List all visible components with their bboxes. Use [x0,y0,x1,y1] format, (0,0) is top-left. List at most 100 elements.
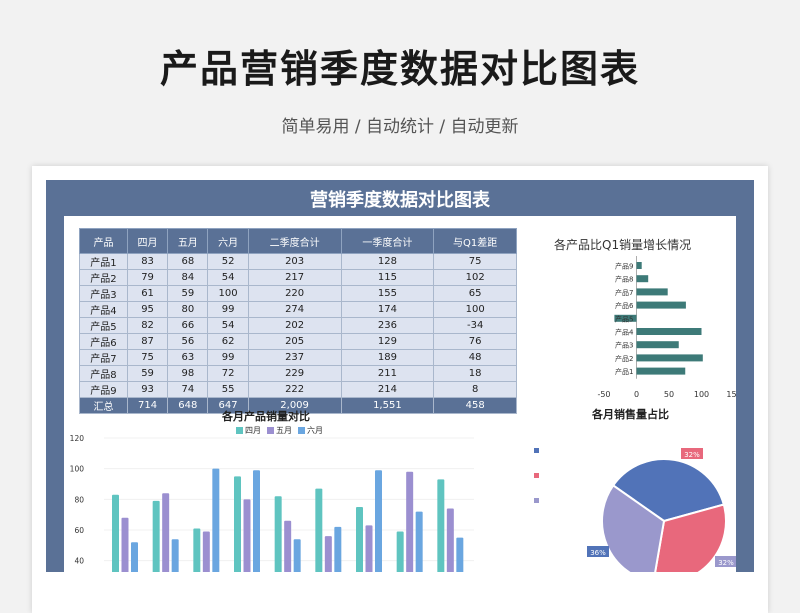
table-cell[interactable]: 59 [167,285,209,302]
table-cell[interactable]: 产品2 [79,269,128,286]
table-cell[interactable]: 56 [167,333,209,350]
growth-category-label: 产品8 [615,275,633,284]
growth-bar [636,262,642,269]
table-cell[interactable]: 115 [340,269,435,286]
total-cell[interactable]: 1,551 [340,397,435,414]
table-cell[interactable]: 68 [167,253,209,270]
table-cell[interactable]: 75 [433,253,517,270]
month-bar [112,494,119,572]
total-cell[interactable]: 714 [126,397,169,414]
legend-item: 六月 [298,425,323,436]
table-cell[interactable]: 274 [247,301,342,318]
month-bar [356,507,363,572]
table-cell[interactable]: 79 [126,269,169,286]
table-cell[interactable]: 产品6 [79,333,128,350]
table-cell[interactable]: 59 [126,365,169,382]
table-cell[interactable]: 189 [340,349,435,366]
table-cell[interactable]: 产品5 [79,317,128,334]
table-cell[interactable]: 83 [126,253,169,270]
table-cell[interactable]: 237 [247,349,342,366]
month-bar [202,531,210,572]
total-cell[interactable]: 2,009 [247,397,342,414]
table-cell[interactable]: 18 [433,365,517,382]
pie-slice-label: 32% [718,559,734,567]
month-bar [396,531,404,572]
month-bar [212,468,220,572]
month-bar [375,470,382,572]
table-cell[interactable]: 产品4 [79,301,128,318]
table-cell[interactable]: 214 [340,381,435,398]
table-cell[interactable]: 220 [247,285,342,302]
table-cell[interactable]: 202 [247,317,342,334]
table-row: 产品8 59 98 72 229 211 18 [79,365,517,382]
growth-bar [636,341,679,349]
pie-label-box [587,546,609,557]
table-cell[interactable]: 229 [247,365,342,382]
month-bar [437,479,445,572]
table-cell[interactable]: 52 [207,253,249,270]
table-cell[interactable]: 产品8 [79,365,128,382]
table-cell[interactable]: 100 [207,285,249,302]
table-cell[interactable]: 产品7 [79,349,128,366]
total-cell[interactable]: 647 [207,397,249,414]
table-cell[interactable]: 54 [207,269,249,286]
y-tick-label: 100 [70,465,85,474]
y-tick-label: 120 [70,434,85,443]
table-cell[interactable]: 76 [433,333,517,350]
table-cell[interactable]: 128 [340,253,435,270]
total-cell[interactable]: 458 [433,397,517,414]
table-cell[interactable]: 129 [340,333,435,350]
table-cell[interactable]: 80 [167,301,209,318]
table-cell[interactable]: 84 [167,269,209,286]
growth-category-label: 产品3 [615,341,633,350]
total-cell[interactable]: 汇总 [79,397,128,414]
legend-label: 六月 [307,426,323,435]
table-cell[interactable]: 95 [126,301,169,318]
table-cell[interactable]: 62 [207,333,249,350]
table-cell[interactable]: 82 [126,317,169,334]
total-cell[interactable]: 648 [167,397,209,414]
table-row: 产品3 61 59 100 220 155 65 [79,285,517,302]
month-bar [406,471,414,572]
table-cell[interactable]: 217 [247,269,342,286]
growth-category-label: 产品1 [615,367,633,376]
table-cell[interactable]: 54 [207,317,249,334]
growth-bar [636,367,686,375]
month-bar [162,493,170,572]
table-cell[interactable]: 65 [433,285,517,302]
table-cell[interactable]: 87 [126,333,169,350]
table-cell[interactable]: 99 [207,349,249,366]
table-cell[interactable]: 222 [247,381,342,398]
table-cell[interactable]: 48 [433,349,517,366]
table-cell[interactable]: 205 [247,333,342,350]
table-cell[interactable]: 74 [167,381,209,398]
table-cell[interactable]: 72 [207,365,249,382]
table-cell[interactable]: 产品9 [79,381,128,398]
table-cell[interactable]: 61 [126,285,169,302]
table-cell[interactable]: 63 [167,349,209,366]
table-cell[interactable]: 产品3 [79,285,128,302]
table-cell[interactable]: -34 [433,317,517,334]
table-row: 产品5 82 66 54 202 236 -34 [79,317,517,334]
table-cell[interactable]: 55 [207,381,249,398]
table-cell[interactable]: 236 [340,317,435,334]
table-cell[interactable]: 75 [126,349,169,366]
table-cell[interactable]: 174 [340,301,435,318]
month-bar [456,537,464,572]
table-cell[interactable]: 98 [167,365,209,382]
pie-chart-title: 各月销售量占比 [592,408,669,421]
table-cell[interactable]: 102 [433,269,517,286]
legend-item: 四月 [236,425,261,436]
monthly-bar-chart: 12010080604020 [70,434,474,572]
pie-slice [601,484,666,572]
table-cell[interactable]: 155 [340,285,435,302]
table-cell[interactable]: 93 [126,381,169,398]
table-cell[interactable]: 99 [207,301,249,318]
table-cell[interactable]: 100 [433,301,517,318]
table-cell[interactable]: 211 [340,365,435,382]
table-cell[interactable]: 66 [167,317,209,334]
month-bar [131,542,138,572]
table-cell[interactable]: 8 [433,381,517,398]
table-cell[interactable]: 产品1 [79,253,128,270]
table-cell[interactable]: 203 [247,253,342,270]
